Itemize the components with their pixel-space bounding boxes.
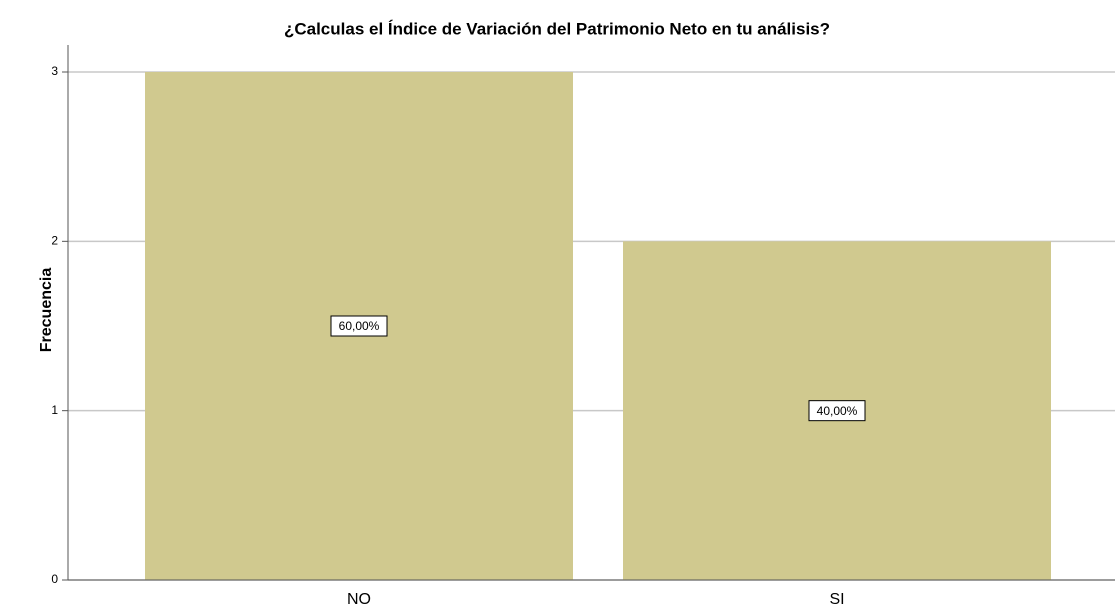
chart-title: ¿Calculas el Índice de Variación del Pat… bbox=[284, 19, 830, 38]
y-tick-label: 0 bbox=[51, 572, 58, 586]
data-label-box bbox=[808, 400, 866, 422]
y-tick-label: 1 bbox=[51, 403, 58, 417]
x-tick-label: NO bbox=[347, 591, 371, 608]
y-axis-label: Frecuencia bbox=[38, 268, 55, 353]
data-label: 40,00% bbox=[817, 404, 858, 418]
y-tick-label: 3 bbox=[51, 64, 58, 78]
data-label-box bbox=[330, 315, 388, 337]
y-tick-label: 2 bbox=[51, 234, 58, 248]
x-tick-label: SI bbox=[829, 591, 844, 608]
data-label: 60,00% bbox=[339, 319, 380, 333]
